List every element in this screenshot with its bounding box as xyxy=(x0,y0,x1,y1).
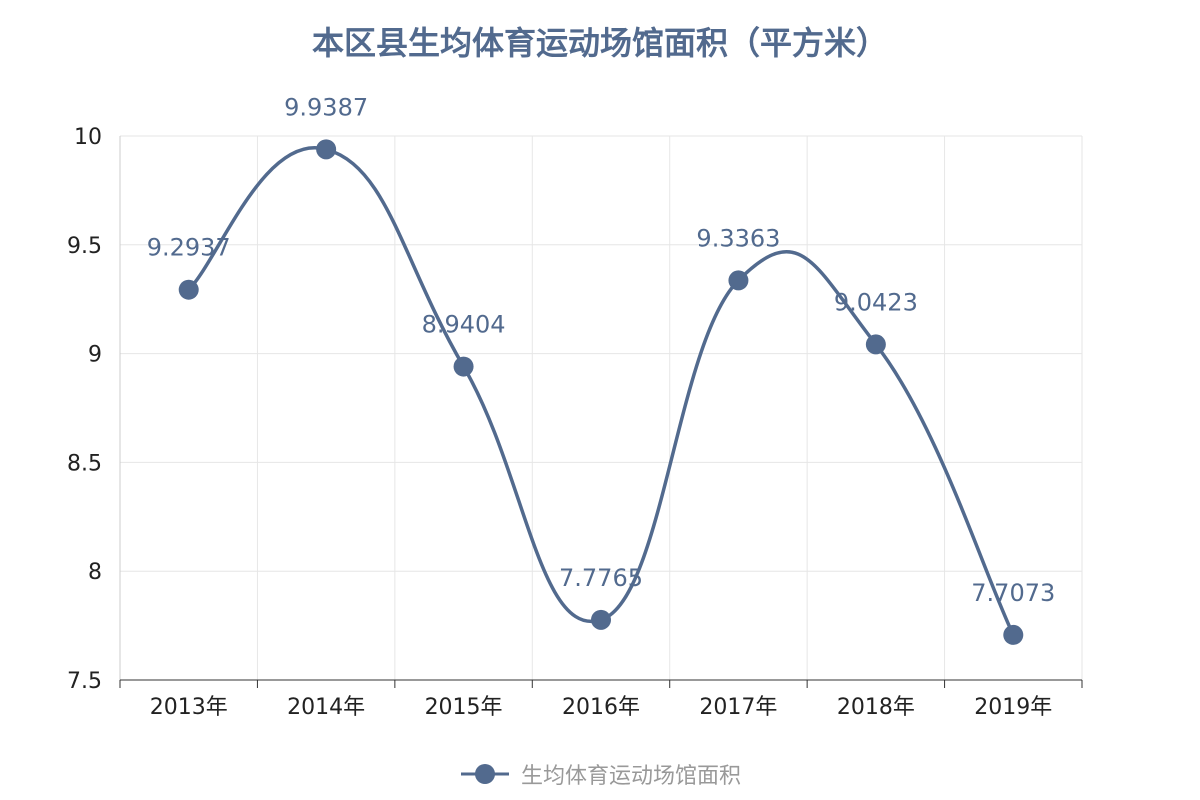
x-tick-label: 2013年 xyxy=(150,695,228,720)
y-tick-label: 8.5 xyxy=(67,451,102,476)
legend-label: 生均体育运动场馆面积 xyxy=(520,764,741,789)
x-tick-label: 2015年 xyxy=(425,695,503,720)
data-label: 9.0423 xyxy=(834,288,918,316)
data-point xyxy=(591,609,611,630)
data-label: 9.3363 xyxy=(696,224,780,252)
axes xyxy=(119,136,1083,688)
data-point xyxy=(865,334,886,355)
x-tick-label: 2018年 xyxy=(837,695,915,720)
x-tick-label: 2019年 xyxy=(974,695,1052,720)
x-tick-label: 2014年 xyxy=(287,695,365,720)
y-axis-ticks: 7.5 8 8.5 9 9.5 10 xyxy=(67,125,102,694)
y-tick-label: 9.5 xyxy=(67,234,102,259)
data-label: 8.9404 xyxy=(422,311,506,339)
y-tick-label: 10 xyxy=(74,125,102,150)
legend-marker-icon xyxy=(460,764,509,784)
y-tick-label: 7.5 xyxy=(67,669,102,694)
data-points xyxy=(178,139,1024,645)
series-line xyxy=(187,145,1015,636)
data-label: 9.2937 xyxy=(147,234,231,262)
data-label: 7.7073 xyxy=(971,579,1055,607)
data-point xyxy=(1003,624,1024,645)
data-point xyxy=(178,279,199,300)
data-labels: 9.2937 9.9387 8.9404 7.7765 9.3363 9.0423 7.70… xyxy=(147,93,1056,607)
data-label: 7.7765 xyxy=(559,564,643,592)
data-point xyxy=(316,139,337,160)
series-layer xyxy=(187,145,1015,636)
chart-title: 本区县生均体育运动场馆面积（平方米） xyxy=(311,24,888,62)
data-point xyxy=(728,270,749,291)
legend[interactable]: 生均体育运动场馆面积 xyxy=(0,758,1200,790)
y-tick-label: 8 xyxy=(88,560,102,585)
x-tick-label: 2017年 xyxy=(699,695,777,720)
data-point xyxy=(453,356,474,377)
x-axis-ticks: 2013年 2014年 2015年 2016年 2017年 2018年 2019年 xyxy=(150,695,1053,720)
grid-lines xyxy=(120,135,1083,680)
x-tick-label: 2016年 xyxy=(562,695,640,720)
data-label: 9.9387 xyxy=(284,93,368,121)
y-tick-label: 9 xyxy=(88,343,102,368)
